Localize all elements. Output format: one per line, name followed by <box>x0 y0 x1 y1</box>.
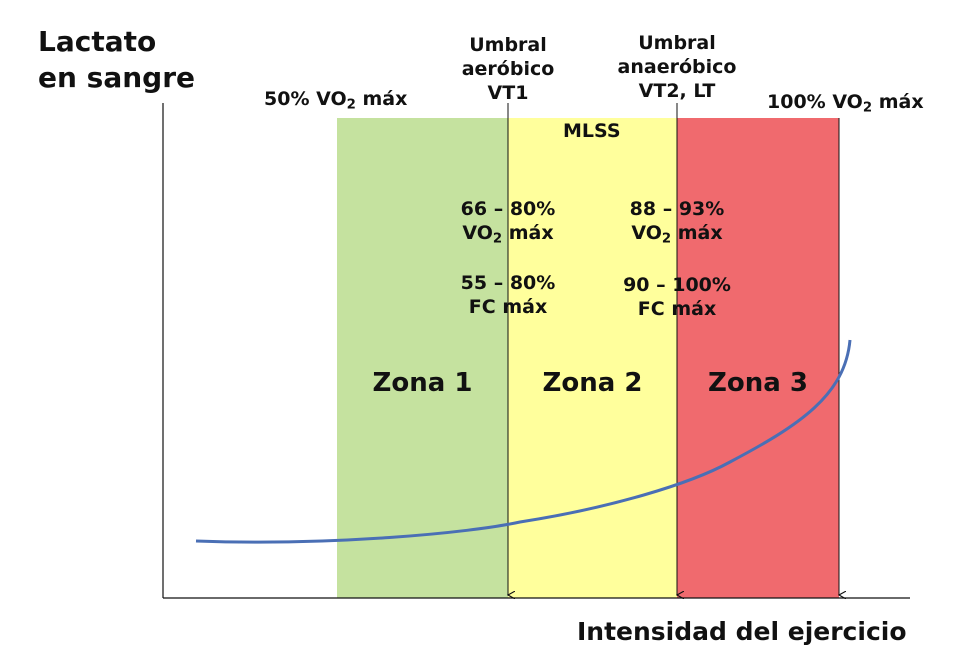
anaerobic-threshold-label: Umbral anaeróbico VT2, LT <box>617 32 737 102</box>
vo2-50-marker: 50% VO2 máx <box>264 88 408 113</box>
zone-1-band <box>337 118 508 598</box>
vt1-vo2-range: 66 – 80% VO2 máx <box>460 198 556 247</box>
aerobic-threshold-label: Umbral aeróbico VT1 <box>461 34 555 104</box>
vt2-vo2-range: 88 – 93% VO2 máx <box>629 198 725 247</box>
zone-1-label: Zona 1 <box>372 368 473 398</box>
vo2-100-marker: 100% VO2 máx <box>767 91 924 116</box>
vt2-fc-range: 90 – 100% FC máx <box>623 274 731 320</box>
zone-2-label: Zona 2 <box>542 368 643 398</box>
zone-3-label: Zona 3 <box>708 368 808 398</box>
zone-3-band <box>677 118 839 598</box>
y-axis-title: Lactato en sangre <box>38 25 196 95</box>
x-axis-title: Intensidad del ejercicio <box>577 617 907 646</box>
zone-2-band <box>508 118 677 598</box>
lactate-curve <box>195 339 852 544</box>
mlss-label: MLSS <box>563 120 621 142</box>
vt1-fc-range: 55 – 80% FC máx <box>460 272 556 318</box>
